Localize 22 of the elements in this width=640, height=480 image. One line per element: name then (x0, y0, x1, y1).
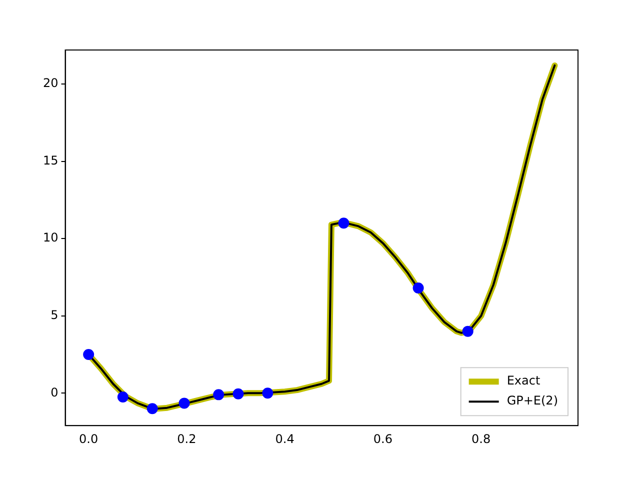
y-tick-label: 15 (42, 153, 58, 168)
point (117, 392, 128, 403)
point (462, 326, 474, 337)
point (232, 388, 244, 400)
x-tick-label: 0.2 (177, 432, 196, 446)
point (83, 349, 94, 360)
y-tick-label: 10 (42, 230, 58, 245)
point (213, 389, 224, 400)
point (262, 388, 274, 399)
point (178, 398, 190, 409)
legend-label: Exact (506, 374, 540, 388)
legend-label: GP+E(2) (506, 394, 558, 408)
point (146, 403, 158, 414)
x-tick-label: 0.4 (275, 432, 294, 446)
y-tick-label: 0 (50, 385, 58, 400)
point (412, 282, 424, 294)
x-tick-label: 0.8 (472, 432, 491, 446)
y-tick-label: 5 (50, 308, 58, 322)
x-tick-label: 0.0 (79, 432, 98, 446)
y-tick-label: 20 (42, 76, 58, 90)
x-tick-label: 0.6 (373, 432, 393, 446)
point (338, 218, 350, 229)
